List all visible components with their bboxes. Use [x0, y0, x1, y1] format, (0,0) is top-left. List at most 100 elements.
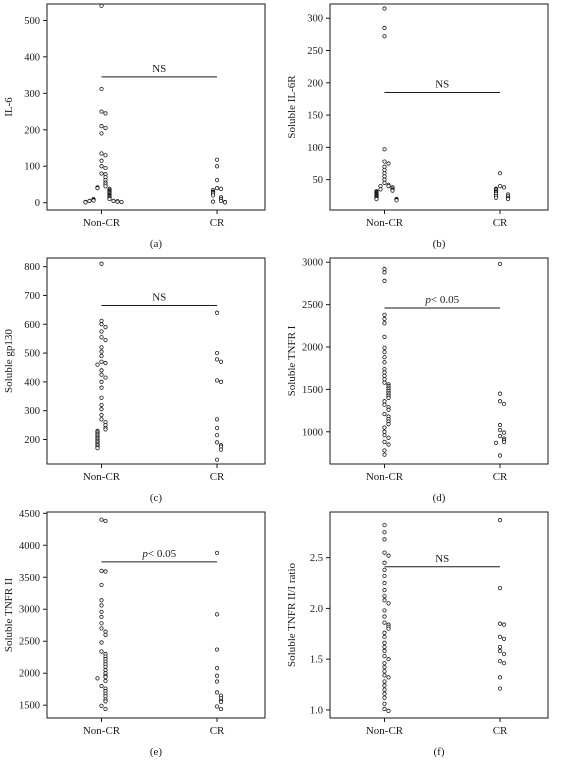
plot-frame: [329, 257, 549, 465]
data-point-non-cr: [103, 632, 108, 637]
data-point-cr: [214, 673, 220, 678]
y-tick-label: 800: [24, 262, 40, 273]
data-point-non-cr: [382, 399, 387, 404]
y-tick-label: 200: [307, 78, 323, 89]
data-point-cr: [214, 690, 220, 695]
data-point-non-cr: [99, 322, 104, 327]
data-point-non-cr: [99, 402, 104, 408]
data-point-non-cr: [386, 626, 391, 631]
data-point-non-cr: [382, 598, 387, 603]
data-point-non-cr: [382, 180, 387, 185]
data-point-cr: [497, 184, 503, 189]
panel-caption: (c): [150, 492, 163, 504]
data-point-non-cr: [386, 601, 391, 606]
chart-panel-e: 1500 2000 2500 3000 3500 4000 4500 Soluble TNFR…: [0, 508, 283, 762]
data-point-non-cr: [103, 706, 108, 712]
x-category-label: CR: [493, 217, 508, 229]
data-point-non-cr: [382, 648, 387, 654]
data-point-non-cr: [382, 653, 387, 659]
data-point-non-cr: [382, 147, 387, 152]
data-point-cr: [501, 622, 507, 627]
data-point-non-cr: [99, 368, 104, 373]
plot-frame: [46, 511, 266, 719]
y-tick-label: 200: [24, 435, 40, 446]
data-point-non-cr: [119, 199, 124, 205]
p-threshold: < 0.05: [431, 294, 460, 306]
data-point-cr: [497, 586, 503, 591]
plot-frame: [329, 3, 549, 211]
data-point-non-cr: [382, 560, 387, 565]
data-point-non-cr: [382, 380, 387, 385]
data-point-non-cr: [378, 187, 383, 192]
x-category-label: Non-CR: [83, 471, 121, 483]
data-point-non-cr: [99, 379, 104, 384]
chart-b: 50 100 150 200 250 300 Soluble IL-6R Non-CR CR NS…: [286, 3, 549, 250]
data-point-non-cr: [382, 608, 387, 613]
y-tick-label: 1.0: [310, 705, 323, 716]
chart-panel-f: 1.0 1.5 2.0 2.5 Soluble TNFR II/I ratio Non-C…: [283, 508, 566, 762]
panel-caption: (a): [150, 238, 163, 250]
data-point-non-cr: [386, 657, 391, 662]
data-point-cr: [214, 550, 220, 556]
y-axis-label: Soluble gp130: [3, 329, 15, 393]
data-point-cr: [214, 417, 220, 422]
data-point-non-cr: [382, 377, 387, 382]
data-point-non-cr: [382, 537, 387, 542]
y-tick-label: 400: [24, 52, 40, 63]
data-point-cr: [497, 453, 503, 458]
data-point-cr: [214, 157, 220, 162]
data-point-non-cr: [103, 184, 108, 189]
data-point-non-cr: [382, 640, 387, 646]
data-point-cr: [497, 261, 503, 267]
data-point-cr: [505, 196, 511, 202]
data-point-cr: [210, 193, 216, 198]
data-point-non-cr: [99, 353, 104, 359]
chart-f: 1.0 1.5 2.0 2.5 Soluble TNFR II/I ratio Non-C…: [286, 511, 549, 758]
data-point-cr: [214, 425, 220, 431]
data-point-non-cr: [99, 86, 104, 92]
chart-panel-a: 0 100 200 300 400 500 IL-6 Non-CR CR NS (a): [0, 0, 283, 254]
data-point-cr: [218, 359, 224, 364]
data-point-non-cr: [103, 325, 108, 330]
y-tick-label: 2000: [19, 669, 40, 680]
data-point-non-cr: [386, 553, 391, 558]
data-point-non-cr: [382, 159, 387, 164]
plot-frame: [329, 511, 549, 719]
data-point-cr: [501, 651, 507, 657]
data-point-non-cr: [382, 425, 387, 430]
data-point-non-cr: [382, 373, 387, 378]
data-point-non-cr: [382, 620, 387, 625]
data-point-non-cr: [99, 609, 104, 614]
x-category-label: CR: [210, 471, 225, 483]
data-point-non-cr: [382, 312, 387, 317]
data-point-non-cr: [103, 338, 108, 343]
chart-e: 1500 2000 2500 3000 3500 4000 4500 Soluble TNFR…: [3, 509, 266, 758]
data-point-non-cr: [99, 598, 104, 603]
data-point-non-cr: [382, 679, 387, 684]
data-point-cr: [214, 647, 220, 652]
data-point-non-cr: [99, 359, 104, 364]
data-point-non-cr: [111, 198, 116, 203]
data-point-non-cr: [103, 674, 108, 680]
data-point-cr: [501, 185, 507, 190]
data-point-non-cr: [99, 335, 104, 340]
data-point-non-cr: [99, 131, 104, 136]
x-category-label: Non-CR: [366, 725, 404, 737]
data-point-non-cr: [382, 411, 387, 417]
data-point-non-cr: [99, 517, 104, 522]
significance-label: p< 0.05: [424, 294, 459, 306]
chart-a: 0 100 200 300 400 500 IL-6 Non-CR CR NS (a): [3, 3, 266, 250]
data-point-non-cr: [99, 124, 104, 129]
y-tick-label: 1500: [302, 385, 323, 396]
data-point-cr: [497, 391, 503, 396]
data-point-non-cr: [99, 3, 104, 8]
data-point-cr: [214, 612, 220, 617]
data-point-non-cr: [382, 370, 387, 375]
plot-frame: [46, 3, 266, 211]
data-point-non-cr: [382, 366, 387, 372]
chart-panel-c: 200 300 400 500 600 700 800 Soluble gp130 Non-CR…: [0, 254, 283, 508]
x-category-label: CR: [210, 725, 225, 737]
data-point-cr: [210, 199, 216, 204]
y-tick-label: 1000: [302, 427, 323, 438]
data-point-non-cr: [103, 165, 108, 171]
